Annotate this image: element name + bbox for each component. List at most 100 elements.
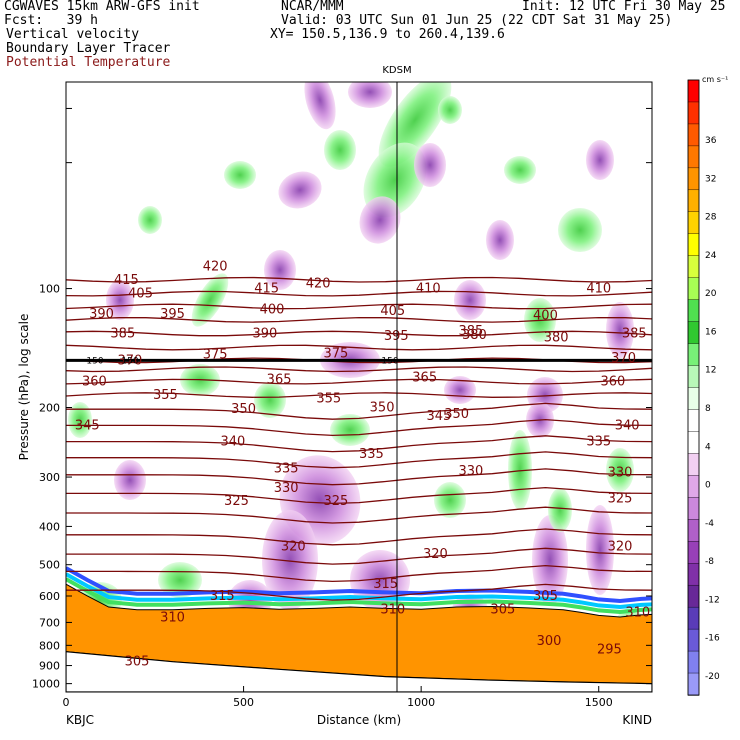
updraft-region (191, 273, 229, 327)
xy-range: XY= 150.5,136.9 to 260.4,139.6 (270, 27, 505, 42)
colorbar-tick-label: 12 (705, 366, 716, 376)
isentrope-label: 415 (254, 282, 279, 297)
downdraft-region (114, 460, 146, 500)
colorbar-swatch (687, 453, 700, 477)
colorbar-tick-label: 36 (705, 136, 717, 146)
isentrope-label: 400 (533, 309, 558, 324)
isentrope-label: 320 (281, 540, 306, 555)
updraft-region (68, 402, 92, 438)
y-tick-label: 300 (39, 471, 60, 484)
colorbar-swatch (687, 299, 700, 323)
colorbar-tick-label: 24 (705, 251, 717, 261)
isentrope-label: 340 (615, 418, 640, 433)
isentrope-label: 340 (221, 435, 246, 450)
colorbar-tick-label: -16 (705, 634, 720, 644)
colorbar-swatch (687, 101, 700, 125)
colorbar-swatch (687, 606, 700, 630)
boundary-layer-edge (66, 572, 652, 609)
isentrope-label: 325 (608, 492, 633, 507)
colorbar-tick-label: 8 (705, 404, 711, 414)
model-title: CGWAVES 15km ARW-GFS init (4, 0, 200, 14)
updraft-region (504, 156, 536, 184)
colorbar-tick-label: 0 (705, 481, 711, 491)
colorbar-swatch (687, 321, 700, 345)
isentrope-label: 365 (412, 371, 437, 386)
colorbar-frame (687, 79, 700, 696)
isentrope-line (66, 468, 652, 486)
colorbar-swatch (687, 409, 700, 433)
colorbar-swatch (687, 497, 700, 520)
boundary-layer-edge (66, 566, 652, 603)
isentrope-line (66, 366, 652, 373)
isentrope-line (66, 486, 652, 505)
colorbar-swatch (687, 584, 700, 608)
colorbar-swatch (687, 541, 700, 564)
y-tick-label: 500 (39, 559, 60, 572)
isentrope-label: 330 (458, 464, 483, 479)
colorbar-swatch (687, 343, 700, 367)
isentrope-label: 320 (423, 547, 448, 562)
isentrope-line (66, 316, 652, 323)
isentrope-label: 330 (608, 465, 633, 480)
isentrope-label: 370 (118, 353, 143, 368)
downdraft-region (106, 280, 134, 320)
y-tick-label: 800 (39, 639, 60, 652)
downdraft-region (359, 196, 401, 244)
y-tick-label: 400 (39, 520, 60, 533)
downdraft-region (586, 140, 614, 180)
isentrope-label: 365 (267, 373, 292, 388)
isentrope-label: 315 (373, 577, 398, 592)
isentrope-label: 325 (324, 494, 349, 509)
colorbar-swatch (687, 211, 700, 235)
field-potential-temperature: Potential Temperature (6, 55, 171, 70)
isentrope-label: 310 (380, 603, 405, 618)
isentrope-label: 300 (537, 634, 562, 649)
isentrope-label: 390 (89, 307, 114, 322)
colorbar-swatch (687, 145, 700, 169)
isentrope-label: 395 (384, 329, 409, 344)
boundary-layer-edge (66, 577, 652, 614)
colorbar-swatch (687, 189, 700, 213)
x-tick-label: 1000 (407, 696, 435, 709)
isentrope-label: 410 (416, 282, 441, 297)
x-tick-label: 0 (63, 696, 70, 709)
isentrope-label: 335 (359, 447, 384, 462)
tropopause-label: 150 (86, 356, 103, 366)
isentrope-label: 385 (622, 327, 647, 342)
isentrope-label: 420 (306, 276, 331, 291)
isentrope-label: 410 (586, 282, 611, 297)
colorbar-swatch (687, 650, 700, 674)
isentrope-label: 325 (224, 494, 249, 509)
updraft-region (138, 206, 162, 234)
downdraft-region (586, 505, 614, 595)
downdraft-region (532, 515, 568, 605)
colorbar-tick-label: 16 (705, 327, 717, 337)
updraft-region (548, 488, 572, 532)
isentrope-label: 295 (597, 643, 622, 658)
isentrope-label: 355 (316, 392, 341, 407)
isentrope-label: 385 (110, 327, 135, 342)
isentrope-line (66, 451, 652, 469)
downdraft-region (348, 82, 392, 108)
isentrope-line (66, 330, 652, 337)
colorbar-swatch (687, 519, 700, 542)
y-tick-label: 700 (39, 616, 60, 629)
updraft-region (438, 96, 462, 124)
right-endpoint-label: KIND (622, 713, 652, 727)
y-tick-label: 1000 (32, 678, 60, 691)
colorbar: 36 32 28 24 20 16 12 8 4 0 -4 -8 -12 -16 -20 (687, 79, 720, 696)
colorbar-tick-label: -12 (705, 595, 720, 605)
plot-frame (65, 81, 653, 693)
isentrope-line (66, 392, 652, 398)
isentrope-label: 320 (608, 540, 633, 555)
isentrope-label: 330 (274, 481, 299, 496)
org-label: NCAR/MMM (281, 0, 344, 14)
isentrope-line (66, 418, 652, 437)
y-tick-label: 600 (39, 590, 60, 603)
isentrope-label: 355 (153, 388, 178, 403)
downdraft-region (486, 220, 514, 260)
isentrope-line (66, 435, 652, 453)
isentrope-label: 350 (231, 402, 256, 417)
